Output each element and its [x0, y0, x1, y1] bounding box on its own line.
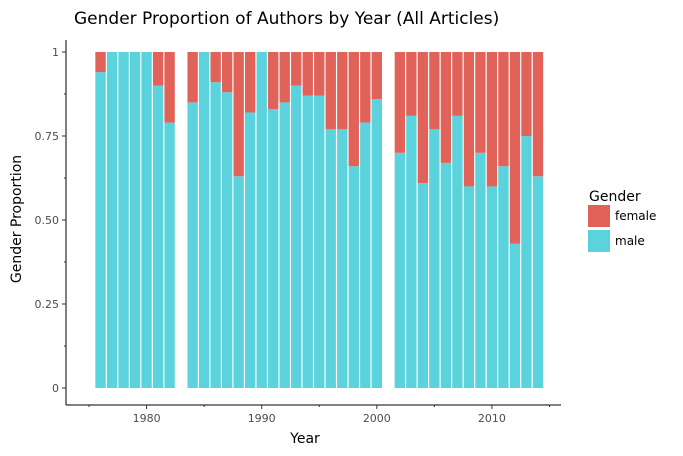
bar-male-1995: [314, 95, 325, 389]
bar-female-1988: [233, 52, 244, 177]
bar-female-2012: [509, 52, 521, 244]
legend-label-male: male: [615, 234, 645, 248]
bar-male-2006: [440, 162, 452, 388]
bar-female-2006: [440, 52, 452, 163]
bar-male-1998: [348, 166, 359, 388]
bar-female-1982: [164, 52, 175, 123]
bar-female-2013: [521, 52, 532, 136]
bar-female-2002: [394, 52, 406, 153]
ticks-layer: 0 0.25 0.50 0.75 1 1980 1990 2000 2010: [35, 46, 550, 425]
bar-male-2014: [532, 176, 544, 388]
bar-female-1999: [360, 52, 371, 123]
bar-male-1999: [360, 122, 371, 388]
bar-male-1996: [325, 129, 336, 388]
bar-male-1993: [291, 85, 302, 388]
y-tick-label: 0: [52, 382, 59, 395]
bar-male-1989: [245, 112, 256, 388]
bar-female-1989: [245, 52, 256, 113]
y-tick-label: 0.50: [35, 214, 60, 227]
bar-female-1998: [348, 52, 359, 167]
legend: Gender female male: [588, 189, 656, 252]
bar-male-2009: [475, 152, 486, 388]
bar-male-2000: [371, 99, 382, 388]
axes-layer: [65, 40, 561, 406]
bar-female-2009: [475, 52, 486, 153]
bar-female-1994: [302, 52, 313, 96]
bar-female-1993: [291, 52, 302, 86]
chart-title: Gender Proportion of Authors by Year (Al…: [74, 9, 499, 29]
bar-female-1984: [187, 52, 198, 103]
bar-female-1995: [314, 52, 325, 96]
bar-male-2013: [521, 136, 532, 388]
x-tick-label: 2010: [478, 412, 506, 425]
bar-female-1987: [221, 52, 233, 93]
bar-male-1991: [268, 109, 279, 389]
bar-female-1981: [152, 52, 164, 86]
bar-female-1976: [95, 52, 106, 73]
x-tick-label: 1980: [133, 412, 161, 425]
bar-male-1990: [256, 52, 267, 388]
bar-male-1987: [221, 92, 233, 388]
y-tick-label: 1: [52, 46, 59, 59]
bar-male-1980: [141, 52, 152, 388]
bar-male-1982: [164, 122, 175, 388]
bar-male-1986: [210, 82, 221, 389]
bar-male-2010: [486, 186, 498, 388]
y-axis-title: Gender Proportion: [9, 155, 25, 283]
bar-female-1992: [279, 52, 290, 103]
bar-female-2011: [498, 52, 509, 167]
bar-male-2011: [498, 166, 509, 388]
y-tick-label: 0.25: [35, 298, 60, 311]
x-axis-title: Year: [289, 431, 320, 447]
bar-female-2004: [417, 52, 429, 184]
bar-male-1981: [152, 85, 164, 388]
bar-male-2002: [394, 152, 406, 388]
bar-male-2012: [509, 243, 521, 388]
bar-female-2014: [532, 52, 544, 177]
bar-female-1991: [268, 52, 279, 110]
bar-male-1978: [118, 52, 129, 388]
bar-female-1997: [337, 52, 348, 130]
bar-female-2005: [429, 52, 440, 130]
bar-male-2008: [463, 186, 475, 388]
bar-male-2003: [406, 115, 417, 388]
bar-male-2004: [417, 183, 429, 388]
bar-male-2005: [429, 129, 440, 388]
bars-layer: [95, 52, 544, 389]
bar-male-2007: [452, 115, 463, 388]
bar-male-1988: [233, 176, 244, 388]
x-tick-label: 2000: [363, 412, 391, 425]
bar-female-2008: [463, 52, 475, 187]
bar-female-2007: [452, 52, 463, 116]
bar-male-1977: [106, 52, 118, 388]
bar-male-1984: [187, 102, 198, 389]
bar-male-1976: [95, 72, 106, 388]
bar-male-1994: [302, 95, 313, 389]
bar-male-1997: [337, 129, 348, 388]
bar-male-1979: [129, 52, 141, 388]
legend-label-female: female: [615, 209, 656, 223]
legend-title: Gender: [589, 189, 641, 205]
bar-female-1986: [210, 52, 221, 83]
bar-female-2000: [371, 52, 382, 100]
legend-swatch-male: [588, 230, 610, 252]
bar-female-2003: [406, 52, 417, 116]
bar-male-1985: [198, 52, 210, 388]
bar-female-2010: [486, 52, 498, 187]
y-tick-label: 0.75: [35, 130, 60, 143]
x-tick-label: 1990: [248, 412, 276, 425]
bar-female-1996: [325, 52, 336, 130]
bar-male-1992: [279, 102, 290, 389]
legend-swatch-female: [588, 205, 610, 227]
